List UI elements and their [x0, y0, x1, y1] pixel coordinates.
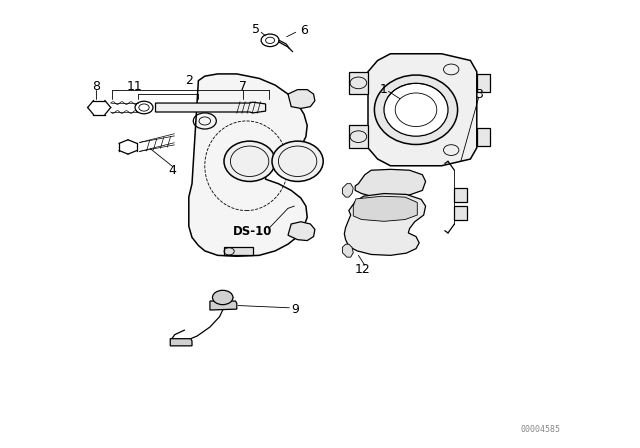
Polygon shape: [349, 72, 368, 94]
Text: 6: 6: [300, 24, 308, 37]
Text: 12: 12: [355, 263, 371, 276]
Text: 4: 4: [169, 164, 177, 177]
Polygon shape: [170, 339, 192, 346]
Text: 7: 7: [239, 79, 247, 93]
Polygon shape: [342, 184, 353, 197]
Ellipse shape: [396, 93, 437, 127]
Polygon shape: [349, 125, 368, 148]
Polygon shape: [454, 188, 467, 202]
Polygon shape: [355, 169, 426, 197]
Text: DS-10: DS-10: [233, 225, 273, 238]
Text: 8: 8: [92, 79, 100, 93]
Text: 2: 2: [185, 74, 193, 87]
Ellipse shape: [374, 75, 458, 145]
Text: 1: 1: [380, 83, 388, 96]
Polygon shape: [344, 194, 426, 255]
Ellipse shape: [224, 141, 275, 181]
Circle shape: [212, 290, 233, 305]
Text: 9: 9: [292, 302, 300, 316]
Polygon shape: [477, 128, 490, 146]
Polygon shape: [288, 90, 315, 108]
Text: 11: 11: [127, 79, 142, 93]
Polygon shape: [224, 247, 253, 255]
Text: 3: 3: [475, 87, 483, 101]
Ellipse shape: [384, 83, 448, 136]
Polygon shape: [368, 54, 477, 166]
Ellipse shape: [272, 141, 323, 181]
Polygon shape: [353, 196, 417, 221]
Polygon shape: [189, 74, 307, 256]
Text: 5: 5: [252, 22, 260, 36]
Text: 00004585: 00004585: [521, 425, 561, 434]
Polygon shape: [454, 206, 467, 220]
Polygon shape: [342, 244, 353, 257]
Polygon shape: [156, 102, 266, 113]
Polygon shape: [210, 301, 237, 310]
Polygon shape: [477, 74, 490, 92]
Polygon shape: [288, 222, 315, 241]
